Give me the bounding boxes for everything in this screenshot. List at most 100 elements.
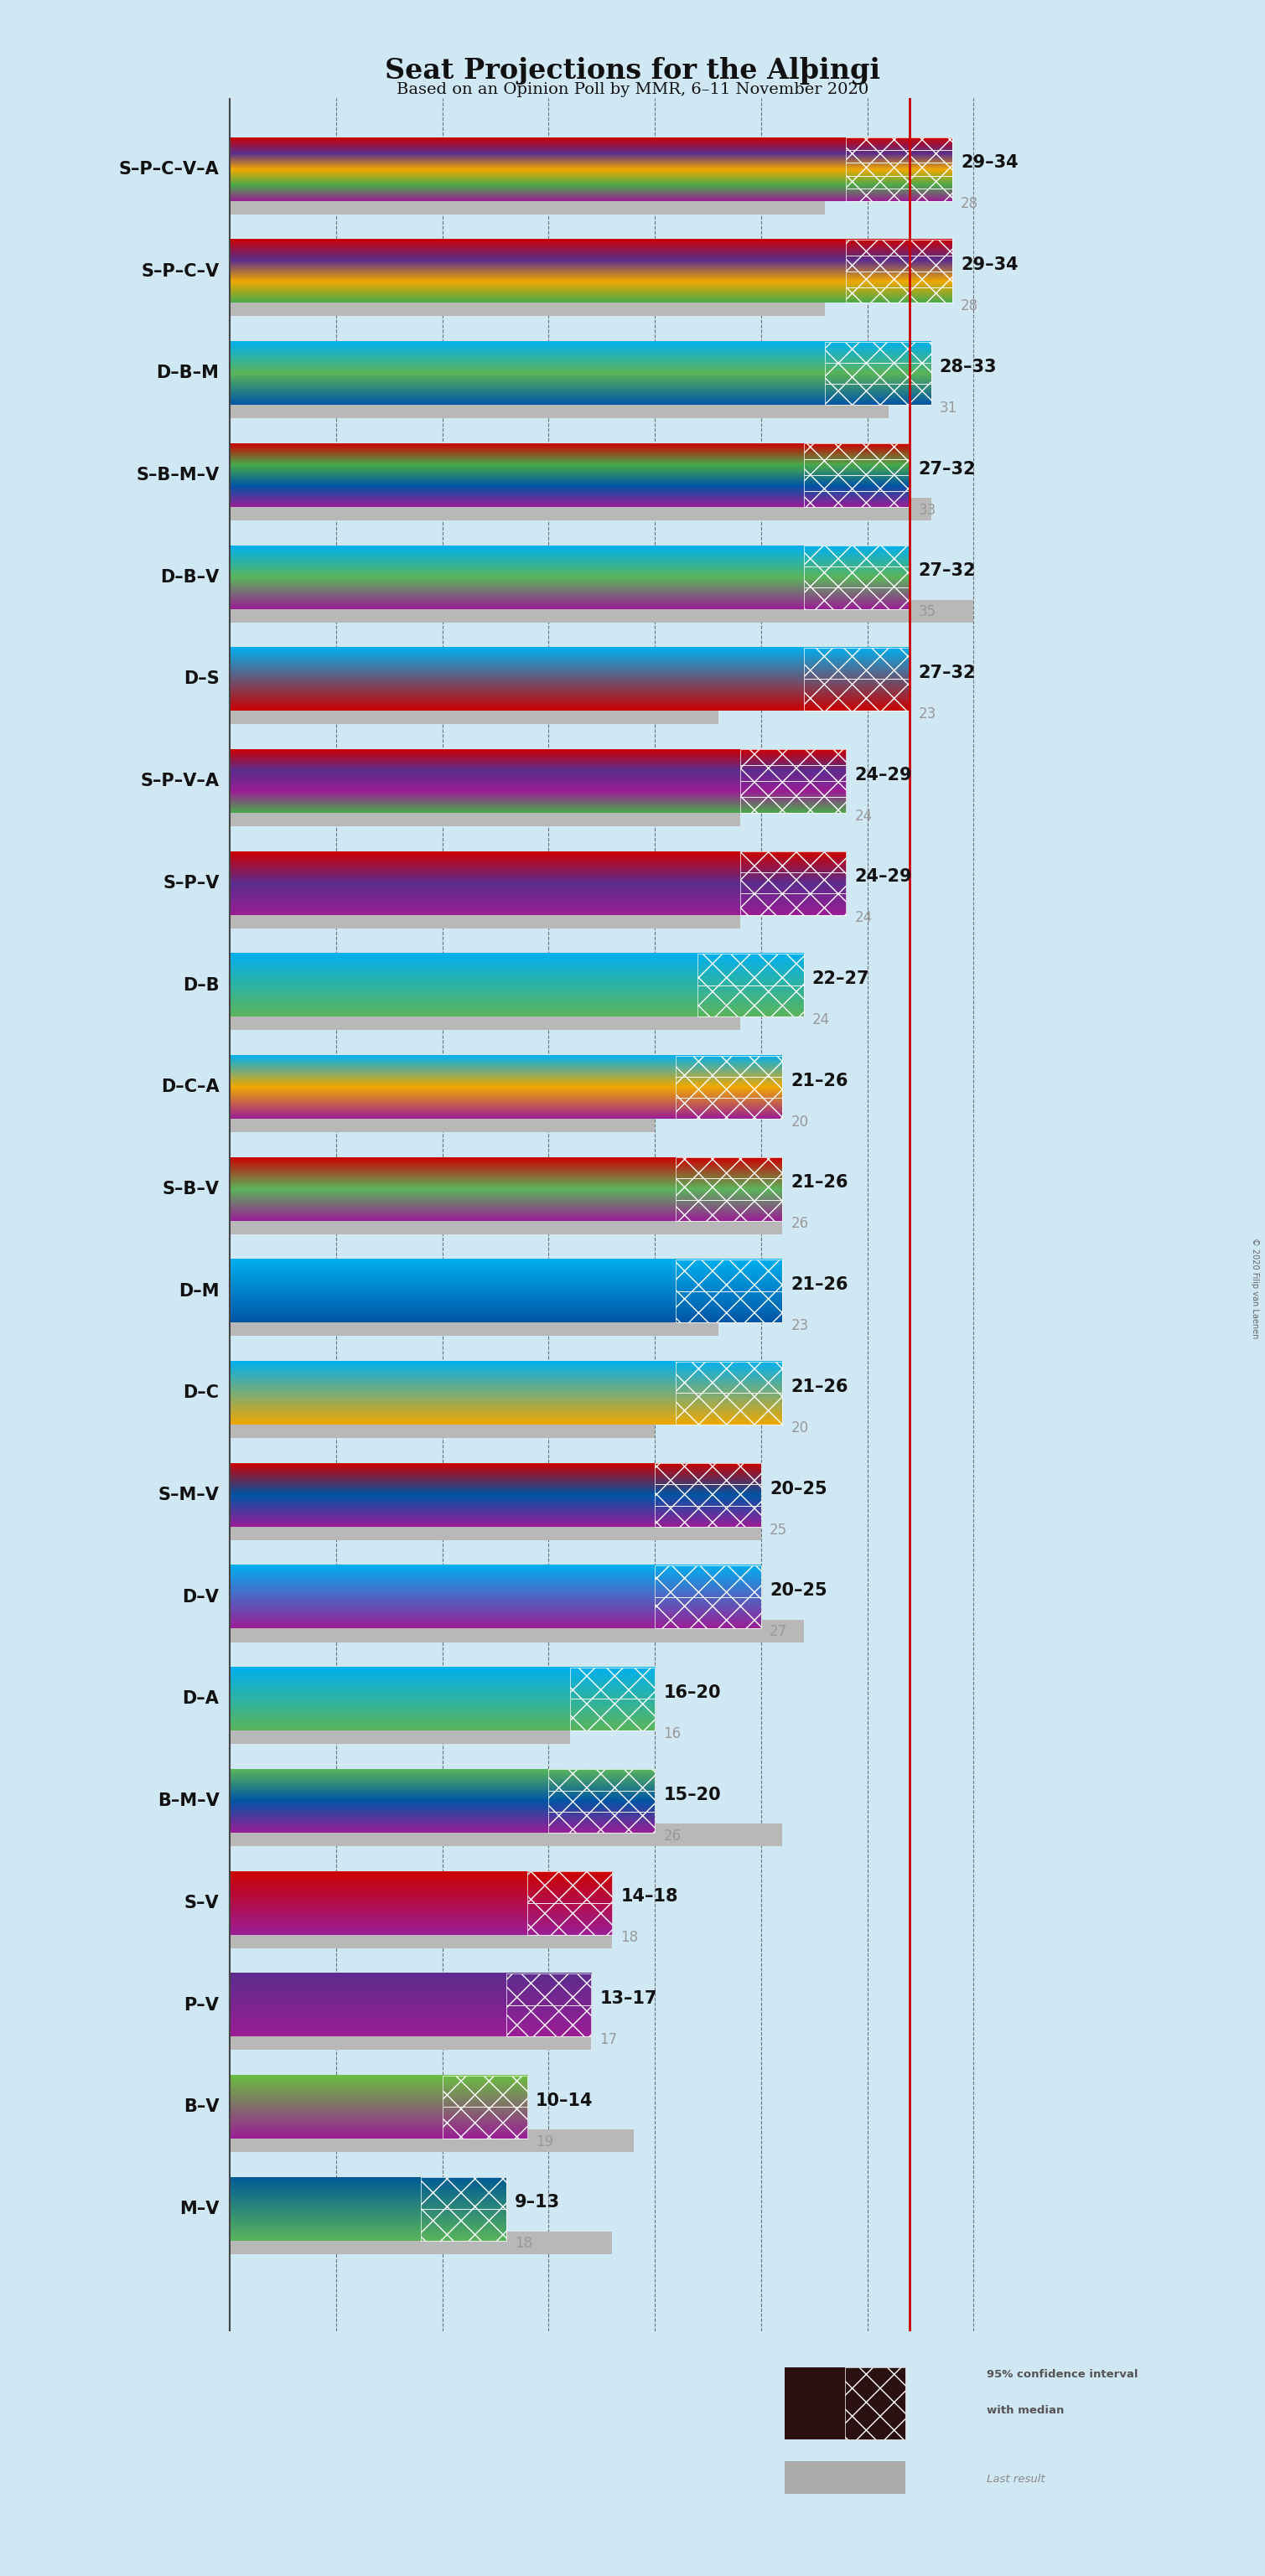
Text: 21–26: 21–26 xyxy=(791,1275,849,1293)
Bar xyxy=(230,497,931,520)
Bar xyxy=(784,2460,906,2494)
Text: S–P–V–A: S–P–V–A xyxy=(140,773,219,788)
Text: 23: 23 xyxy=(918,706,936,721)
Bar xyxy=(846,255,953,270)
Text: 20–25: 20–25 xyxy=(769,1481,827,1497)
Bar xyxy=(569,1700,655,1731)
Text: Seat Projections for the Alþingi: Seat Projections for the Alþingi xyxy=(385,57,880,85)
Bar xyxy=(846,286,953,304)
Text: D–C: D–C xyxy=(183,1386,219,1401)
Bar xyxy=(230,701,719,724)
Bar xyxy=(825,384,931,404)
Text: S–B–V: S–B–V xyxy=(162,1180,219,1198)
Bar xyxy=(846,188,953,201)
Text: P–V: P–V xyxy=(185,1996,219,2014)
Text: M–V: M–V xyxy=(180,2200,219,2218)
Bar xyxy=(676,1077,782,1097)
Text: 20–25: 20–25 xyxy=(769,1582,827,1600)
Bar xyxy=(676,1056,782,1077)
Text: 27–32: 27–32 xyxy=(918,461,975,477)
Bar xyxy=(825,363,931,384)
Text: with median: with median xyxy=(987,2406,1064,2416)
Text: 27–32: 27–32 xyxy=(918,665,975,680)
Bar xyxy=(230,907,740,927)
Bar xyxy=(655,1597,762,1628)
Text: 35: 35 xyxy=(918,605,936,618)
Text: 21–26: 21–26 xyxy=(791,1378,849,1396)
Bar xyxy=(846,162,953,175)
Text: 33: 33 xyxy=(918,502,936,518)
Bar xyxy=(549,1790,655,1811)
Text: 31: 31 xyxy=(940,399,958,415)
Bar xyxy=(803,474,910,492)
Text: © 2020 Filip van Laenen: © 2020 Filip van Laenen xyxy=(1251,1236,1259,1340)
Bar xyxy=(803,546,910,567)
Bar xyxy=(803,443,910,459)
Text: 27–32: 27–32 xyxy=(918,562,975,580)
Text: 9–13: 9–13 xyxy=(515,2195,560,2210)
Text: S–P–C–V: S–P–C–V xyxy=(142,263,219,281)
Text: 14–18: 14–18 xyxy=(621,1888,678,1906)
Text: S–V: S–V xyxy=(185,1893,219,1911)
Bar xyxy=(230,294,825,317)
Bar xyxy=(803,567,910,587)
Text: D–B–V: D–B–V xyxy=(161,569,219,585)
Bar xyxy=(740,796,846,814)
Bar xyxy=(230,1517,762,1540)
Text: 28–33: 28–33 xyxy=(940,358,997,376)
Bar xyxy=(740,781,846,796)
Bar xyxy=(676,1260,782,1291)
Text: 19: 19 xyxy=(536,2133,554,2148)
Text: 29–34: 29–34 xyxy=(961,155,1018,173)
Bar xyxy=(230,193,825,214)
Bar xyxy=(655,1566,762,1597)
Text: 15–20: 15–20 xyxy=(663,1785,721,1803)
Bar xyxy=(230,1927,612,1947)
Bar xyxy=(846,137,953,149)
Bar xyxy=(740,894,846,914)
Bar xyxy=(230,1417,655,1437)
Text: 24: 24 xyxy=(812,1012,830,1028)
Bar xyxy=(676,1200,782,1221)
Bar xyxy=(676,1394,782,1425)
Bar xyxy=(825,343,931,363)
Text: D–C–A: D–C–A xyxy=(161,1079,219,1095)
Bar xyxy=(803,647,910,680)
Bar xyxy=(676,1291,782,1321)
Text: 22–27: 22–27 xyxy=(812,971,869,987)
Text: 18: 18 xyxy=(621,1929,639,1945)
Bar xyxy=(803,459,910,474)
Bar xyxy=(549,1811,655,1832)
Bar xyxy=(230,2130,634,2151)
Text: D–V: D–V xyxy=(182,1589,219,1605)
Bar xyxy=(740,873,846,894)
Text: 23: 23 xyxy=(791,1319,808,1334)
Text: 16–20: 16–20 xyxy=(663,1685,721,1700)
Text: 28: 28 xyxy=(961,196,979,211)
Text: 21–26: 21–26 xyxy=(791,1072,849,1090)
Bar xyxy=(803,492,910,507)
Bar xyxy=(697,984,803,1018)
Text: 16: 16 xyxy=(663,1726,681,1741)
Bar xyxy=(676,1157,782,1180)
Bar xyxy=(803,680,910,711)
Bar xyxy=(230,1211,782,1234)
Text: S–B–M–V: S–B–M–V xyxy=(137,466,219,484)
Bar xyxy=(506,1973,591,2004)
Bar xyxy=(846,270,953,286)
Text: 95% confidence interval: 95% confidence interval xyxy=(987,2370,1138,2380)
Text: 29–34: 29–34 xyxy=(961,258,1018,273)
Text: Based on an Opinion Poll by MMR, 6–11 November 2020: Based on an Opinion Poll by MMR, 6–11 No… xyxy=(396,82,869,98)
Bar xyxy=(230,1314,719,1337)
Text: S–P–C–V–A: S–P–C–V–A xyxy=(119,160,219,178)
Text: 24–29: 24–29 xyxy=(855,768,912,783)
Text: 26: 26 xyxy=(663,1829,681,1844)
Bar xyxy=(506,2004,591,2038)
Bar xyxy=(676,1097,782,1118)
Text: D–B: D–B xyxy=(182,976,219,994)
Bar xyxy=(230,1721,569,1744)
Bar xyxy=(421,2208,506,2241)
Text: 24–29: 24–29 xyxy=(855,868,912,886)
Bar xyxy=(230,1110,655,1133)
Bar xyxy=(230,1824,782,1847)
